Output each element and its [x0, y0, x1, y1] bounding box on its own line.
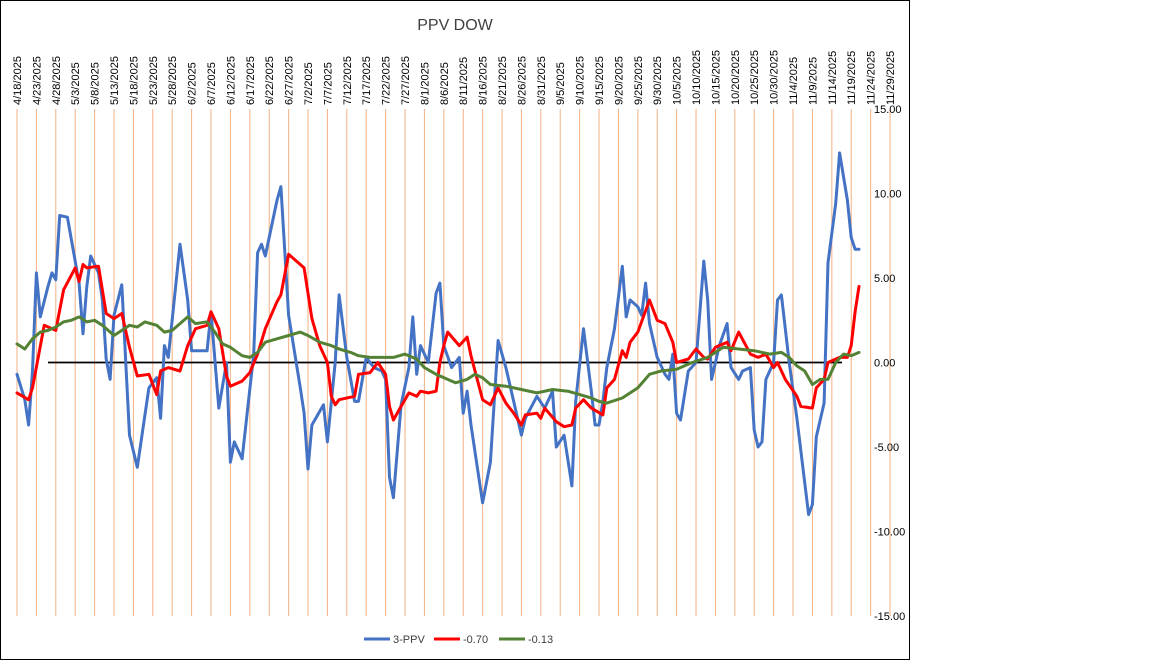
x-tick-label: 11/9/2025	[807, 57, 819, 105]
x-tick-label: 10/30/2025	[769, 50, 781, 105]
x-tick-label: 10/5/2025	[672, 56, 684, 105]
y-axis-tick-labels: 15.00 10.00 5.00 0.00 -5.00 -10.00 -15.00	[874, 104, 905, 623]
x-tick-label: 5/13/2025	[109, 56, 121, 105]
x-tick-label: 8/16/2025	[478, 56, 490, 105]
x-tick-label: 8/1/2025	[419, 62, 431, 105]
x-tick-label: 8/6/2025	[439, 62, 451, 105]
x-tick-label: 5/8/2025	[90, 62, 102, 105]
x-tick-label: 11/24/2025	[866, 51, 878, 105]
x-tick-label: 6/12/2025	[225, 56, 237, 105]
chart-frame: PPV DOW 4/18/2025 4/23/2025 4/28/2025 5/3/2…	[0, 0, 910, 660]
x-tick-label: 9/10/2025	[575, 56, 587, 105]
x-tick-label: 7/17/2025	[361, 56, 373, 105]
x-tick-label: 6/7/2025	[206, 62, 218, 105]
x-tick-label: 9/5/2025	[555, 62, 567, 105]
x-tick-label: 7/7/2025	[322, 62, 334, 105]
series-line-1	[15, 252, 861, 429]
series-line-2	[15, 315, 861, 405]
legend-label: -0.70	[463, 634, 488, 646]
chart-title: PPV DOW	[417, 17, 493, 34]
x-tick-label: 6/22/2025	[264, 56, 276, 105]
line-chart: PPV DOW 4/18/2025 4/23/2025 4/28/2025 5/3/2…	[12, 17, 905, 646]
x-tick-label: 11/29/2025	[885, 51, 897, 105]
x-tick-label: 9/20/2025	[613, 56, 625, 105]
legend-label: 3-PPV	[393, 634, 425, 646]
x-tick-label: 7/12/2025	[342, 56, 354, 105]
x-tick-label: 4/18/2025	[12, 56, 24, 105]
y-tick-label: -15.00	[874, 611, 905, 623]
x-tick-label: 8/31/2025	[536, 56, 548, 105]
x-tick-label: 4/23/2025	[31, 56, 43, 105]
series-lines	[15, 151, 861, 517]
x-tick-label: 4/28/2025	[51, 56, 63, 105]
legend-label: -0.13	[528, 634, 553, 646]
x-tick-label: 5/18/2025	[128, 56, 140, 105]
x-tick-label: 11/4/2025	[788, 57, 800, 105]
x-tick-label: 8/11/2025	[458, 57, 470, 105]
x-tick-label: 8/26/2025	[516, 56, 528, 105]
series-line-0	[15, 151, 861, 517]
y-tick-label: 0.00	[874, 358, 895, 370]
x-tick-label: 10/25/2025	[749, 50, 761, 105]
x-tick-label: 7/2/2025	[303, 62, 315, 105]
x-tick-label: 5/28/2025	[167, 56, 179, 105]
y-tick-label: -5.00	[874, 442, 899, 454]
x-axis-tick-labels: 4/18/2025 4/23/2025 4/28/2025 5/3/2025 5/8/2…	[12, 50, 897, 105]
x-tick-label: 9/15/2025	[594, 56, 606, 105]
x-tick-label: 8/21/2025	[497, 56, 509, 105]
x-tick-label: 6/17/2025	[245, 56, 257, 105]
y-tick-label: -10.00	[874, 527, 905, 539]
y-tick-label: 5.00	[874, 273, 895, 285]
x-tick-label: 10/20/2025	[730, 50, 742, 105]
y-tick-label: 10.00	[874, 189, 902, 201]
x-tick-label: 6/2/2025	[187, 62, 199, 105]
x-tick-label: 11/14/2025	[827, 51, 839, 105]
x-tick-label: 11/19/2025	[846, 51, 858, 105]
x-tick-label: 5/23/2025	[148, 56, 160, 105]
x-tick-label: 6/27/2025	[284, 56, 296, 105]
x-tick-label: 7/22/2025	[381, 56, 393, 105]
legend: 3-PPV -0.70 -0.13	[364, 634, 553, 646]
y-tick-label: 15.00	[874, 104, 902, 116]
x-tick-label: 5/3/2025	[70, 62, 82, 105]
x-tick-label: 10/10/2025	[691, 50, 703, 105]
x-tick-label: 9/30/2025	[652, 56, 664, 105]
x-tick-label: 9/25/2025	[633, 56, 645, 105]
x-tick-label: 7/27/2025	[400, 56, 412, 105]
x-tick-label: 10/15/2025	[710, 50, 722, 105]
